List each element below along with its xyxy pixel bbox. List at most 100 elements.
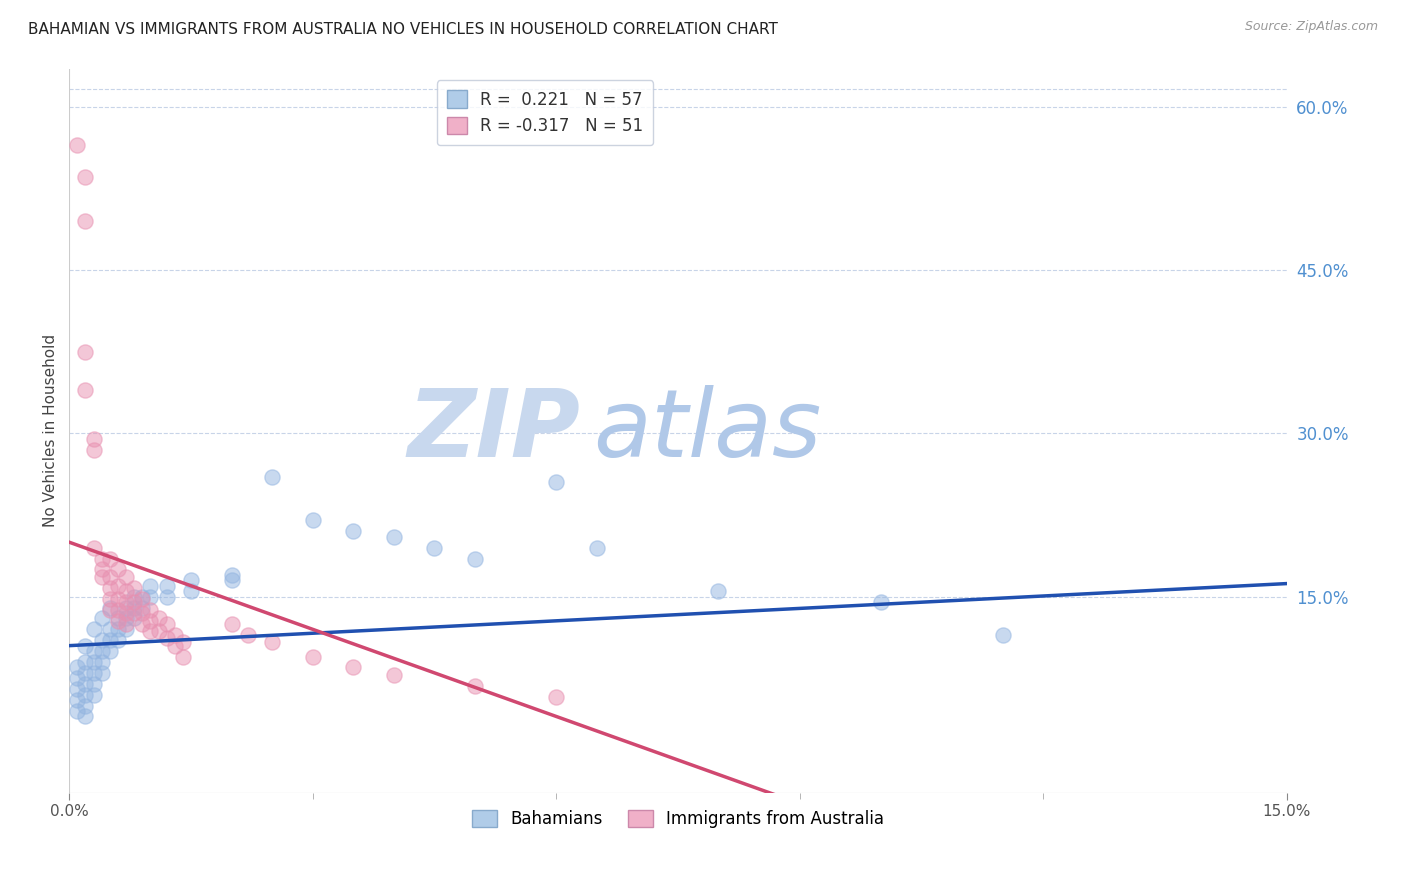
Point xyxy=(236,628,259,642)
Point xyxy=(131,606,153,620)
Point xyxy=(139,579,162,593)
Point xyxy=(75,677,97,691)
Point xyxy=(423,541,446,555)
Point xyxy=(122,606,145,620)
Point xyxy=(90,551,112,566)
Point xyxy=(90,611,112,625)
Point xyxy=(83,442,105,457)
Point xyxy=(122,581,145,595)
Point xyxy=(66,660,89,674)
Point xyxy=(221,616,243,631)
Point xyxy=(83,677,105,691)
Point xyxy=(115,606,138,620)
Point xyxy=(221,567,243,582)
Point xyxy=(98,570,121,584)
Point xyxy=(464,679,486,693)
Point xyxy=(156,631,179,645)
Point xyxy=(90,644,112,658)
Point xyxy=(172,635,194,649)
Point xyxy=(98,633,121,648)
Point xyxy=(115,616,138,631)
Point xyxy=(382,530,405,544)
Legend: Bahamians, Immigrants from Australia: Bahamians, Immigrants from Australia xyxy=(465,804,890,835)
Point xyxy=(180,584,202,599)
Point xyxy=(90,633,112,648)
Point xyxy=(75,688,97,702)
Point xyxy=(156,579,179,593)
Text: atlas: atlas xyxy=(593,385,821,476)
Point xyxy=(83,655,105,669)
Point xyxy=(115,584,138,599)
Point xyxy=(83,541,105,555)
Point xyxy=(98,551,121,566)
Point xyxy=(163,639,186,653)
Point xyxy=(98,623,121,637)
Point xyxy=(107,579,129,593)
Point xyxy=(131,590,153,604)
Point xyxy=(172,649,194,664)
Point xyxy=(107,591,129,606)
Point xyxy=(707,584,730,599)
Point xyxy=(382,668,405,682)
Point xyxy=(131,591,153,606)
Point xyxy=(991,628,1014,642)
Point xyxy=(75,383,97,397)
Point xyxy=(98,644,121,658)
Point xyxy=(107,633,129,648)
Point xyxy=(66,671,89,685)
Point xyxy=(115,570,138,584)
Point xyxy=(107,623,129,637)
Point xyxy=(75,344,97,359)
Point xyxy=(115,623,138,637)
Point xyxy=(75,170,97,185)
Point xyxy=(464,551,486,566)
Point xyxy=(90,665,112,680)
Point xyxy=(585,541,607,555)
Point xyxy=(90,655,112,669)
Point xyxy=(75,655,97,669)
Point xyxy=(122,590,145,604)
Text: BAHAMIAN VS IMMIGRANTS FROM AUSTRALIA NO VEHICLES IN HOUSEHOLD CORRELATION CHART: BAHAMIAN VS IMMIGRANTS FROM AUSTRALIA NO… xyxy=(28,22,778,37)
Point xyxy=(66,704,89,718)
Point xyxy=(75,214,97,228)
Point xyxy=(139,624,162,639)
Point xyxy=(75,709,97,723)
Point xyxy=(148,611,170,625)
Point xyxy=(342,660,364,674)
Point xyxy=(139,603,162,617)
Point xyxy=(83,644,105,658)
Point xyxy=(262,470,284,484)
Point xyxy=(83,432,105,446)
Point xyxy=(163,628,186,642)
Point xyxy=(122,600,145,615)
Point xyxy=(98,600,121,615)
Point xyxy=(66,682,89,697)
Point xyxy=(546,690,568,704)
Point xyxy=(869,595,891,609)
Point xyxy=(139,614,162,628)
Point xyxy=(66,137,89,152)
Point xyxy=(115,595,138,609)
Point xyxy=(107,562,129,576)
Point xyxy=(83,665,105,680)
Point xyxy=(115,600,138,615)
Point xyxy=(301,513,323,527)
Point xyxy=(66,693,89,707)
Point xyxy=(131,600,153,615)
Point xyxy=(180,574,202,588)
Point xyxy=(75,665,97,680)
Point xyxy=(107,614,129,628)
Point xyxy=(83,688,105,702)
Point xyxy=(156,616,179,631)
Point xyxy=(107,611,129,625)
Point xyxy=(90,570,112,584)
Point xyxy=(301,649,323,664)
Point xyxy=(107,603,129,617)
Point xyxy=(115,611,138,625)
Point xyxy=(221,574,243,588)
Point xyxy=(148,624,170,639)
Text: Source: ZipAtlas.com: Source: ZipAtlas.com xyxy=(1244,20,1378,33)
Point xyxy=(546,475,568,490)
Point xyxy=(90,562,112,576)
Point xyxy=(342,524,364,539)
